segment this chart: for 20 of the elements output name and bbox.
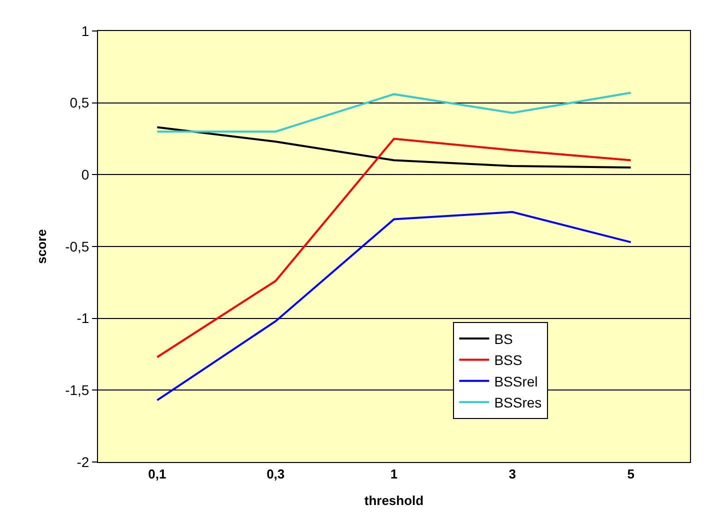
x-tick-label: 0,1 — [148, 466, 166, 482]
y-tick-label: 1 — [81, 22, 90, 39]
legend-label: BS — [494, 330, 513, 347]
y-axis-title: score — [34, 229, 50, 264]
y-tick-label: -1,5 — [65, 382, 90, 398]
x-tick-label: 5 — [627, 466, 634, 482]
y-tick-label: 0,5 — [70, 94, 90, 111]
line-series — [156, 126, 632, 168]
x-tick-label: 3 — [508, 466, 516, 482]
x-tick-label: 1 — [390, 466, 398, 482]
y-tick-label: 0 — [81, 166, 90, 183]
line-series — [156, 92, 632, 133]
x-axis-title: threshold — [364, 493, 424, 508]
y-tick-label: -1 — [76, 310, 90, 326]
y-tick-label: -2 — [76, 454, 90, 470]
legend-label: BSSres — [494, 394, 542, 411]
legend-label: BSSrel — [494, 373, 538, 390]
y-tick-label: -0,5 — [65, 238, 90, 254]
legend-label: BSS — [494, 352, 522, 368]
x-tick-label: 0,3 — [266, 466, 285, 482]
